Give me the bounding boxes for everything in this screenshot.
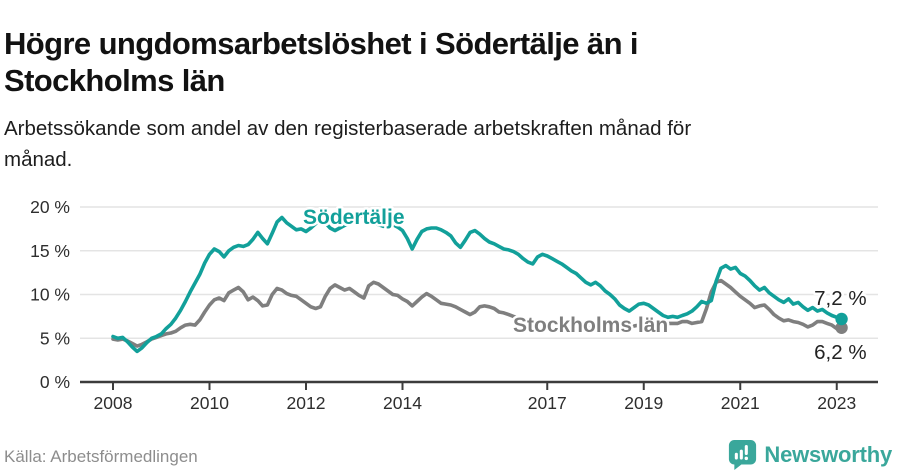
- y-tick-label: 0 %: [40, 372, 70, 392]
- y-tick-label: 5 %: [40, 328, 70, 348]
- source-note: Källa: Arbetsförmedlingen: [4, 447, 198, 466]
- y-tick-label: 20 %: [30, 197, 70, 217]
- end-dot-stockholms-l-n: [835, 321, 848, 334]
- series-label-s-dert-lje: Södertälje: [303, 206, 405, 229]
- x-tick-label: 2012: [287, 393, 326, 413]
- x-tick-label: 2010: [190, 393, 229, 413]
- series-label-stockholms-l-n: Stockholms län: [513, 314, 668, 337]
- x-tick-label: 2019: [624, 393, 663, 413]
- end-value-label-stockholms-l-n: 6,2 %: [814, 341, 866, 364]
- chart-subtitle: Arbetssökande som andel av den registerb…: [4, 116, 692, 171]
- x-tick-label: 2014: [383, 393, 422, 413]
- newsworthy-wordmark: Newsworthy: [764, 442, 892, 467]
- series-line-stockholms-l-n: [111, 278, 844, 348]
- series-line-s-dert-lje: [111, 214, 844, 354]
- y-tick-label: 10 %: [30, 285, 70, 305]
- x-tick-label: 2017: [528, 393, 567, 413]
- x-tick-label: 2008: [94, 393, 133, 413]
- x-tick-label: 2023: [817, 393, 856, 413]
- newsworthy-logo-icon: [729, 440, 757, 470]
- end-value-label-s-dert-lje: 7,2 %: [814, 287, 866, 310]
- newsworthy-brand-link[interactable]: Newsworthy: [728, 439, 892, 471]
- y-tick-label: 15 %: [30, 241, 70, 261]
- x-tick-label: 2021: [721, 393, 760, 413]
- page-title: Högre ungdomsarbetslöshet i Södertälje ä…: [4, 25, 639, 98]
- end-dot-s-dert-lje: [835, 312, 848, 326]
